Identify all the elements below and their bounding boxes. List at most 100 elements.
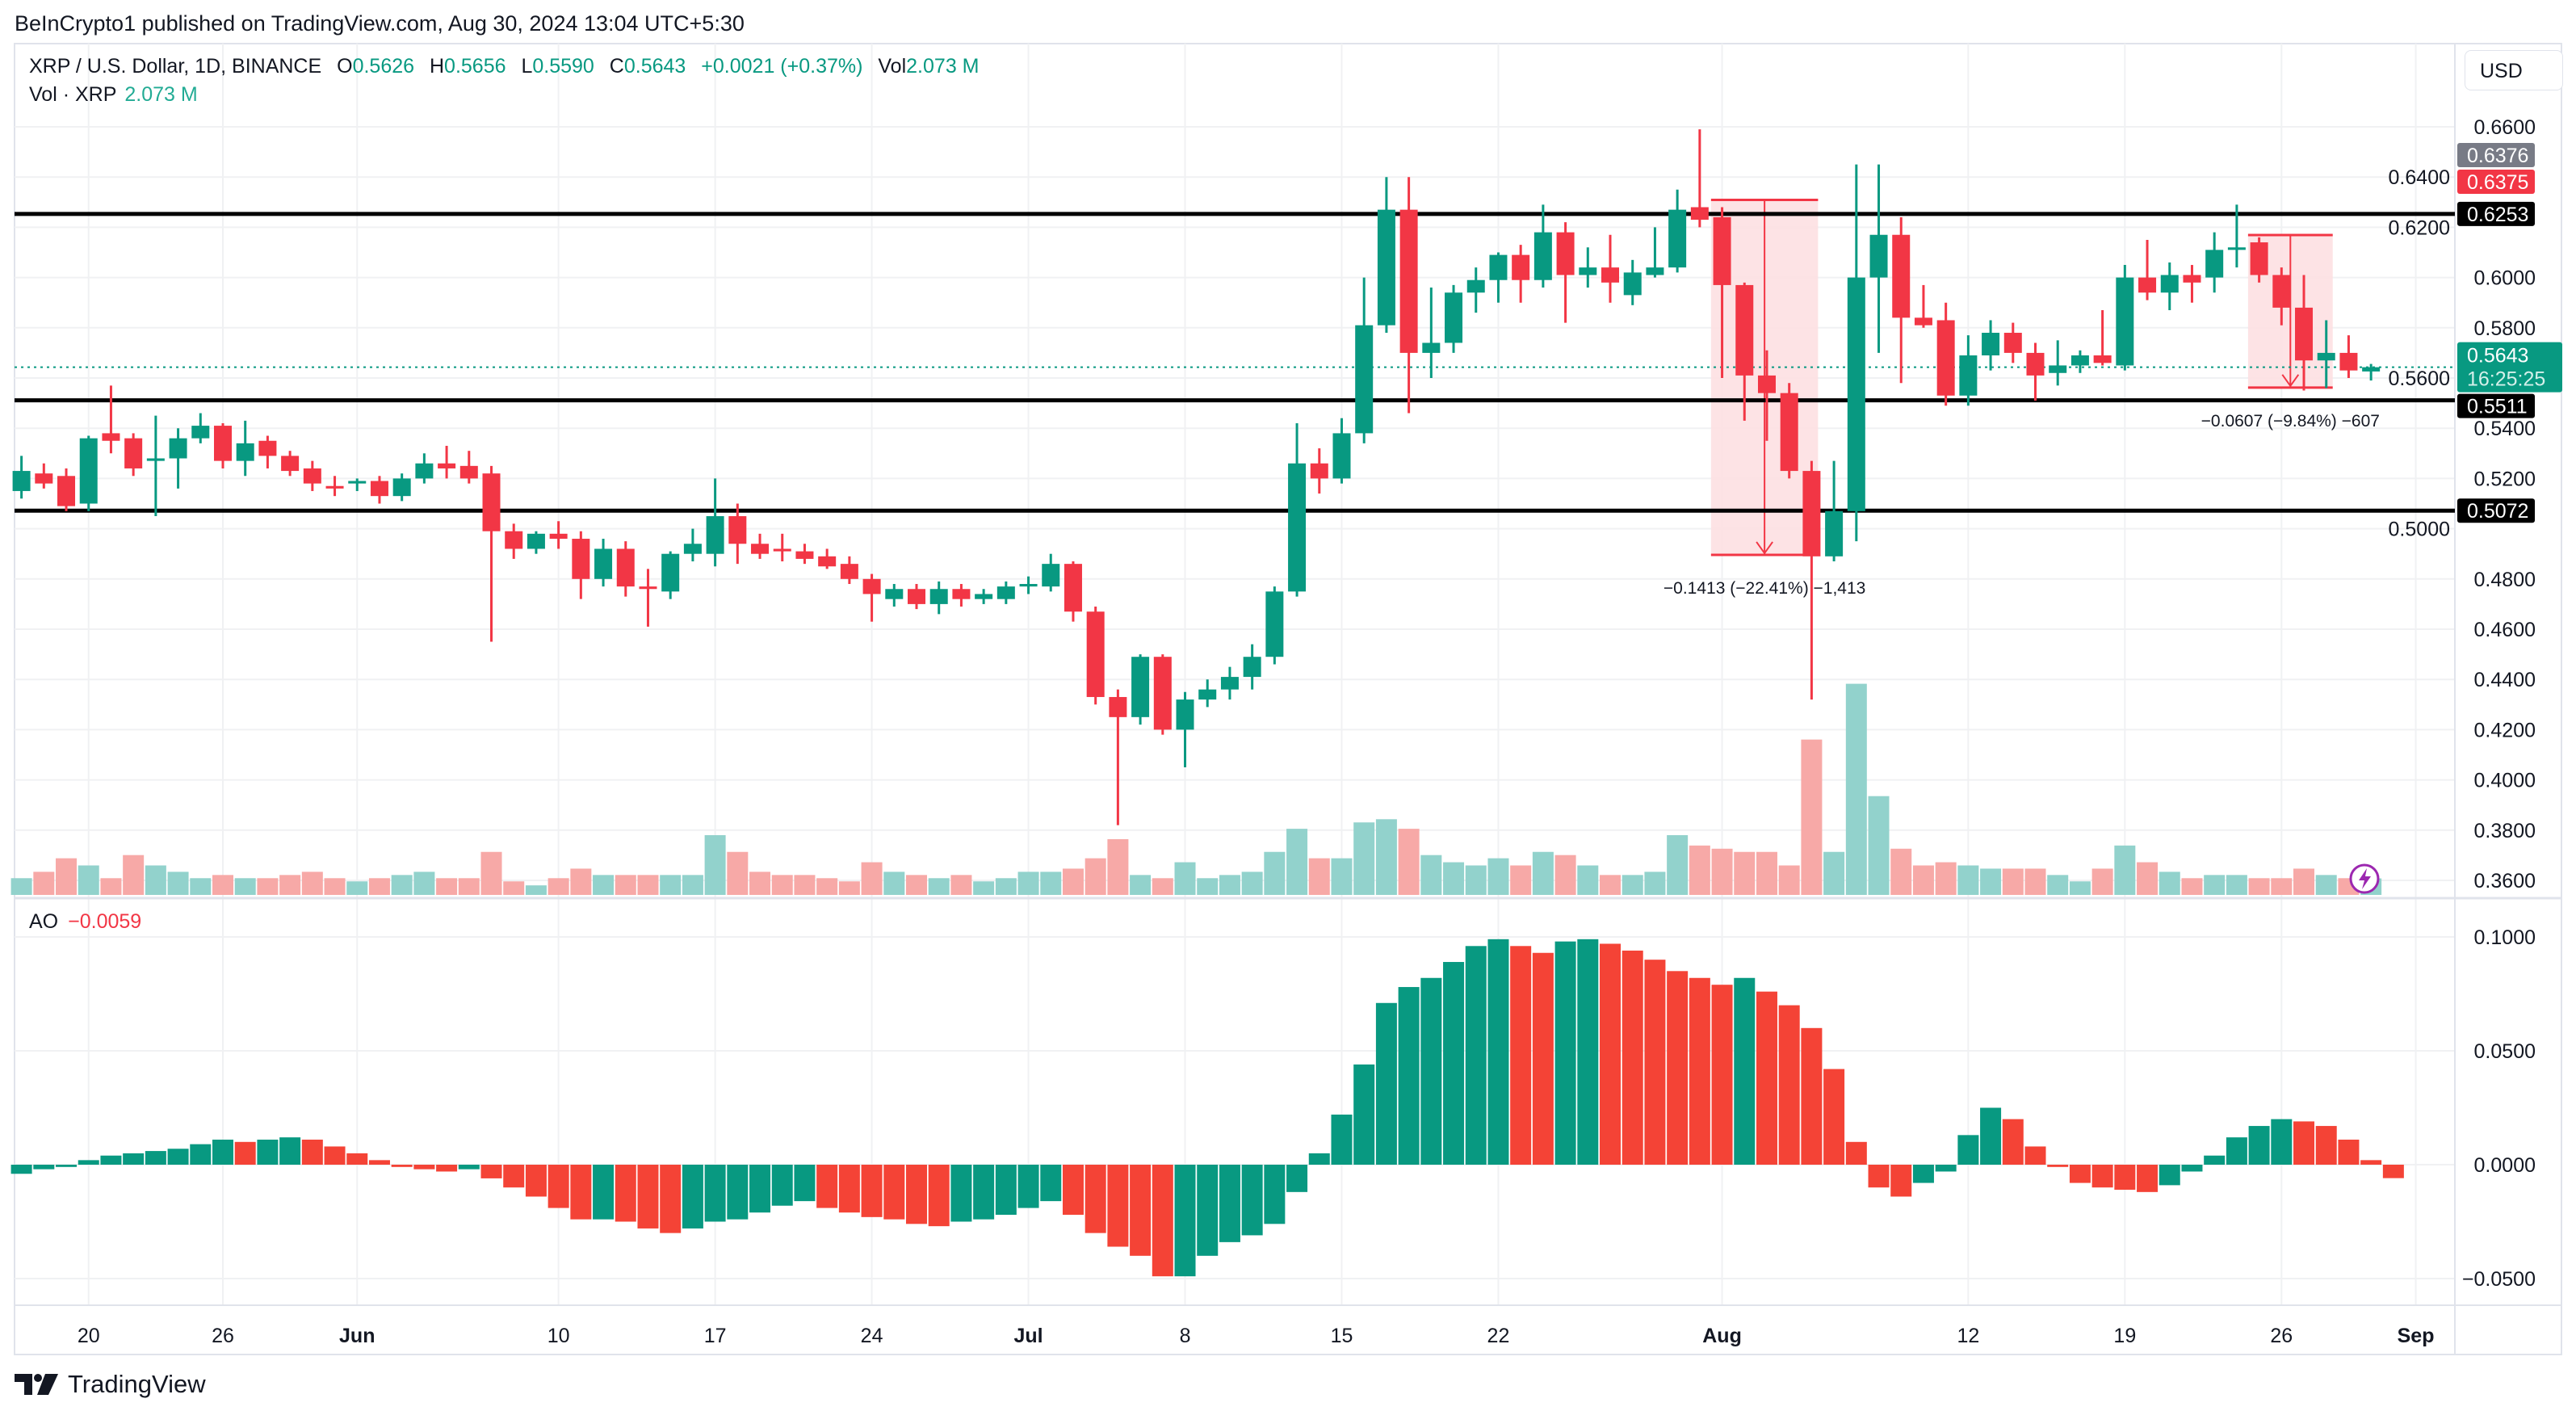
volume-bar bbox=[749, 872, 771, 895]
price-axis-label[interactable]: 0.5200 bbox=[2474, 468, 2536, 490]
time-axis-label[interactable]: 10 bbox=[548, 1325, 570, 1347]
candle-body bbox=[2183, 275, 2201, 283]
time-axis-label[interactable]: 24 bbox=[861, 1325, 883, 1347]
ao-bar bbox=[525, 1165, 547, 1197]
candle bbox=[213, 422, 232, 468]
ao-bar bbox=[2024, 1146, 2046, 1165]
candle-body bbox=[57, 476, 76, 506]
price-axis-label[interactable]: 0.4400 bbox=[2474, 669, 2536, 691]
ao-axis-label[interactable]: 0.1000 bbox=[2474, 926, 2536, 949]
price-badge-high-marker: 0.6375 bbox=[2457, 170, 2535, 194]
candle-body bbox=[505, 531, 523, 549]
time-axis-label[interactable]: 8 bbox=[1180, 1325, 1191, 1347]
volume-bar bbox=[436, 878, 458, 895]
price-axis-label[interactable]: 0.4600 bbox=[2474, 619, 2536, 641]
volume-bar bbox=[548, 878, 569, 895]
candle bbox=[594, 539, 613, 587]
price-axis-label[interactable]: 0.4200 bbox=[2474, 719, 2536, 741]
price-badge-bg bbox=[2457, 498, 2535, 523]
symbol-title[interactable]: XRP / U.S. Dollar, 1D, BINANCE bbox=[29, 55, 322, 78]
volume-bar bbox=[1062, 868, 1084, 895]
price-badge-value: 0.5511 bbox=[2467, 396, 2528, 418]
price-axis-label[interactable]: 0.3600 bbox=[2474, 870, 2536, 892]
horizontal-lines[interactable] bbox=[15, 212, 2455, 513]
candle-body bbox=[818, 556, 837, 567]
candle bbox=[1466, 267, 1485, 313]
time-axis-label[interactable]: 20 bbox=[78, 1325, 100, 1347]
candle-body bbox=[1355, 325, 1374, 434]
candle-body bbox=[1265, 591, 1284, 657]
candle-body bbox=[1601, 267, 1620, 283]
price-axis-label[interactable]: 0.4000 bbox=[2474, 770, 2536, 792]
candle bbox=[2272, 267, 2291, 326]
candle-body bbox=[1579, 267, 1597, 275]
volume-bar bbox=[1174, 862, 1196, 895]
volume-bar bbox=[2069, 881, 2091, 895]
volume-bar bbox=[1868, 796, 1890, 895]
price-axis-label[interactable]: 0.6000 bbox=[2474, 267, 2536, 290]
candle-body bbox=[1086, 611, 1105, 697]
candle-body bbox=[952, 589, 971, 599]
price-badge-line: 0.5072 bbox=[2457, 498, 2535, 523]
candle-body bbox=[1422, 342, 1441, 353]
time-axis-label[interactable]: 22 bbox=[1487, 1325, 1510, 1347]
price-axis-label[interactable]: 0.5800 bbox=[2474, 317, 2536, 340]
ao-bar bbox=[637, 1165, 659, 1228]
volume-legend[interactable]: Vol · XRP 2.073 M bbox=[29, 83, 198, 107]
price-axis-label[interactable]: 0.5600 bbox=[2389, 368, 2450, 390]
time-axis-label[interactable]: 19 bbox=[2113, 1325, 2136, 1347]
candle bbox=[459, 451, 478, 484]
ao-bar bbox=[2114, 1165, 2136, 1191]
time-axis-label[interactable]: 26 bbox=[2270, 1325, 2293, 1347]
candle bbox=[1556, 222, 1575, 323]
price-axis-label[interactable]: 0.4800 bbox=[2474, 569, 2536, 591]
price-axis-label[interactable]: 0.5000 bbox=[2389, 519, 2450, 541]
candle bbox=[1445, 284, 1463, 353]
price-axis-label[interactable]: 0.5400 bbox=[2474, 418, 2536, 440]
ao-axis-label[interactable]: −0.0500 bbox=[2462, 1268, 2536, 1291]
time-axis-label[interactable]: Aug bbox=[1702, 1325, 1742, 1347]
candle bbox=[1579, 247, 1597, 288]
price-axis-label[interactable]: 0.6600 bbox=[2474, 116, 2536, 139]
volume-bar bbox=[1398, 829, 1420, 895]
candle-body bbox=[1176, 699, 1194, 730]
axes[interactable]: 0.6600 0.6400 0.6200 0.6000 0.5800 0.5600 0.54… bbox=[78, 116, 2536, 1347]
time-axis-label[interactable]: Jun bbox=[339, 1325, 375, 1347]
price-axis-label[interactable]: 0.6400 bbox=[2389, 166, 2450, 189]
volume-bar bbox=[1689, 845, 1710, 895]
tradingview-brand[interactable]: TradingView bbox=[15, 1370, 206, 1399]
time-axis-label[interactable]: 15 bbox=[1331, 1325, 1353, 1347]
candle-body bbox=[348, 481, 367, 484]
candle-body bbox=[482, 473, 501, 531]
candle bbox=[1757, 350, 1776, 441]
ao-bar bbox=[2091, 1165, 2113, 1188]
candle-body bbox=[2362, 367, 2381, 372]
candle bbox=[482, 465, 501, 642]
candle-body bbox=[1780, 393, 1798, 472]
time-axis-label[interactable]: Sep bbox=[2398, 1325, 2435, 1347]
candle bbox=[1735, 282, 1754, 421]
volume-bar bbox=[2226, 875, 2247, 895]
ao-bar bbox=[167, 1149, 189, 1165]
currency-button[interactable]: USD bbox=[2465, 50, 2563, 90]
time-axis-label[interactable]: 12 bbox=[1957, 1325, 1979, 1347]
candle bbox=[975, 589, 993, 604]
price-axis-label[interactable]: 0.6200 bbox=[2389, 216, 2450, 239]
candle bbox=[1713, 207, 1731, 378]
price-axis-label[interactable]: 0.3800 bbox=[2474, 820, 2536, 842]
time-axis-label[interactable]: Jul bbox=[1013, 1325, 1043, 1347]
alert-lightning-icon[interactable] bbox=[2349, 863, 2380, 894]
ao-bar bbox=[2248, 1126, 2270, 1165]
time-axis-label[interactable]: 17 bbox=[704, 1325, 727, 1347]
ao-histogram bbox=[10, 939, 2404, 1277]
ao-axis-label[interactable]: 0.0500 bbox=[2474, 1040, 2536, 1063]
candle-body bbox=[2093, 355, 2112, 363]
time-axis-label[interactable]: 26 bbox=[212, 1325, 234, 1347]
ao-legend[interactable]: AO −0.0059 bbox=[29, 910, 141, 934]
candle-body bbox=[2295, 307, 2314, 361]
volume-bar bbox=[1443, 862, 1465, 895]
candle bbox=[392, 473, 411, 502]
candle-body bbox=[1556, 232, 1575, 275]
ao-axis-label[interactable]: 0.0000 bbox=[2474, 1154, 2536, 1177]
